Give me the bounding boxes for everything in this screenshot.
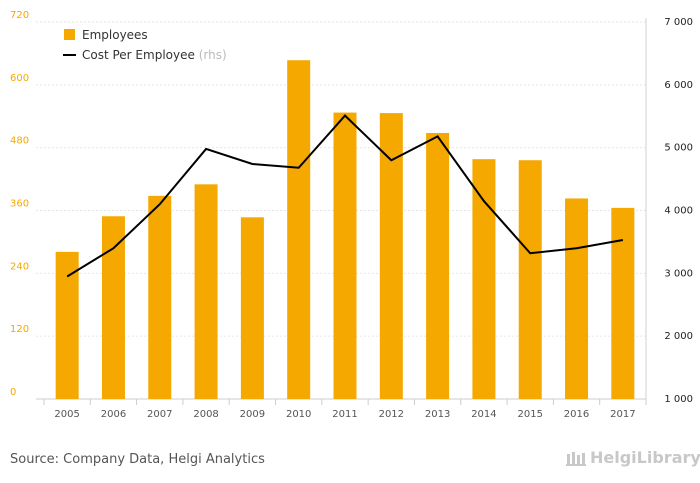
right-tick-label: 2 000 bbox=[664, 331, 693, 342]
left-tick-label: 600 bbox=[10, 73, 29, 84]
x-tick-label: 2008 bbox=[193, 409, 218, 420]
chart: 0 120 240 360 480 600 720 1 000 2 000 3 000 4 000 5… bbox=[10, 10, 693, 420]
bar bbox=[518, 160, 542, 399]
right-tick-label: 7 000 bbox=[664, 17, 693, 28]
x-tick-label: 2007 bbox=[147, 409, 172, 420]
brand-logo: HelgiLibrary bbox=[566, 448, 700, 467]
left-tick-label: 120 bbox=[10, 324, 29, 335]
bar bbox=[194, 184, 218, 399]
x-tick-label: 2005 bbox=[54, 409, 79, 420]
legend-swatch-employees bbox=[64, 29, 75, 40]
right-tick-label: 6 000 bbox=[664, 80, 693, 91]
x-tick-label: 2013 bbox=[425, 409, 450, 420]
x-tick-label: 2016 bbox=[564, 409, 589, 420]
x-tick-label: 2014 bbox=[471, 409, 496, 420]
left-tick-label: 0 bbox=[10, 387, 16, 398]
bar bbox=[565, 198, 589, 399]
x-tick-label: 2010 bbox=[286, 409, 311, 420]
brand-name: HelgiLibrary bbox=[590, 448, 700, 467]
left-tick-label: 240 bbox=[10, 261, 29, 272]
bar bbox=[472, 159, 496, 399]
legend-rhs-hint: (rhs) bbox=[199, 48, 227, 62]
legend-label-employees: Employees bbox=[82, 28, 148, 42]
line-series bbox=[66, 114, 624, 278]
right-tick-label: 1 000 bbox=[664, 394, 693, 405]
right-tick-label: 3 000 bbox=[664, 268, 693, 279]
x-tick-label: 2015 bbox=[518, 409, 543, 420]
bar bbox=[379, 113, 403, 399]
bar bbox=[287, 60, 311, 400]
x-tick-label: 2011 bbox=[332, 409, 357, 420]
axes: 0 120 240 360 480 600 720 1 000 2 000 3 000 4 000 5… bbox=[10, 10, 693, 420]
bar bbox=[55, 251, 79, 399]
right-tick-label: 5 000 bbox=[664, 143, 693, 154]
x-tick-label: 2017 bbox=[610, 409, 635, 420]
bar bbox=[101, 216, 125, 399]
left-tick-label: 480 bbox=[10, 136, 29, 147]
source-note: Source: Company Data, Helgi Analytics bbox=[10, 452, 265, 467]
right-tick-label: 4 000 bbox=[664, 206, 693, 217]
x-tick-label: 2012 bbox=[379, 409, 404, 420]
legend: Employees Cost Per Employee (rhs) bbox=[63, 28, 227, 62]
x-tick-label: 2006 bbox=[101, 409, 126, 420]
legend-label-cost: Cost Per Employee (rhs) bbox=[82, 48, 227, 62]
x-tick-label: 2009 bbox=[240, 409, 265, 420]
bar bbox=[333, 112, 357, 400]
bar bbox=[611, 207, 635, 399]
left-tick-label: 720 bbox=[10, 10, 29, 21]
cost-line bbox=[66, 114, 624, 278]
bar bbox=[148, 195, 172, 399]
bar bbox=[426, 133, 450, 399]
left-tick-label: 360 bbox=[10, 199, 29, 210]
bar-series bbox=[55, 60, 635, 400]
library-icon bbox=[566, 451, 586, 466]
bar bbox=[240, 217, 264, 399]
